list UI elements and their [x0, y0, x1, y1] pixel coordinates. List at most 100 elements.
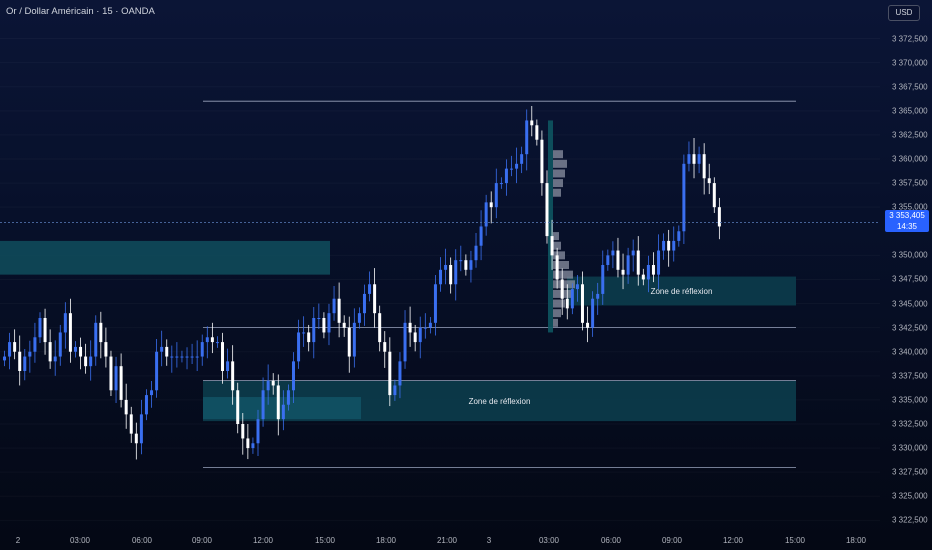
- candle-body: [540, 139, 544, 184]
- time-tick-label: 12:00: [252, 536, 274, 545]
- candle-body: [58, 332, 62, 357]
- candle-body: [494, 183, 498, 208]
- candle-body: [79, 346, 83, 357]
- candle-body: [89, 356, 93, 367]
- price-tick-label: 3 365,000: [892, 106, 928, 116]
- candle-body: [439, 269, 443, 285]
- time-tick-label: 15:00: [784, 536, 806, 545]
- candle-body: [489, 202, 493, 208]
- candle-body: [697, 154, 701, 164]
- candle-body: [646, 265, 650, 280]
- currency-selector[interactable]: USD: [888, 5, 920, 21]
- candle-body: [291, 361, 295, 391]
- candle-body: [575, 284, 579, 290]
- candle-body: [560, 279, 564, 299]
- candle-body: [160, 346, 164, 352]
- candle-body: [520, 154, 524, 164]
- zone-label: Zone de réflexion: [651, 287, 713, 296]
- candle-body: [449, 265, 453, 285]
- price-tick-label: 3 357,500: [892, 178, 928, 188]
- candle-body: [185, 356, 189, 358]
- candlestick-chart[interactable]: Zone de réflexion Zone de réflexion: [0, 0, 880, 530]
- candle-body: [712, 183, 716, 208]
- price-tick-label: 3 347,500: [892, 274, 928, 284]
- candle-body: [8, 342, 12, 357]
- candle-body: [657, 250, 661, 275]
- price-axis[interactable]: 3 372,500 3 370,000 3 367,500 3 365,000 3 36…: [880, 0, 932, 530]
- candle-body: [550, 236, 554, 256]
- symbol-title[interactable]: Or / Dollar Américain · 15 · OANDA: [6, 6, 155, 17]
- candles: [3, 106, 721, 460]
- candle-body: [418, 327, 422, 343]
- current-price-tag: 3 353,405 14:35: [885, 210, 929, 232]
- candle-body: [190, 356, 194, 358]
- candle-body: [428, 322, 432, 328]
- candle-body: [281, 404, 285, 420]
- profile-bar: [553, 188, 561, 197]
- candle-body: [205, 337, 209, 343]
- candle-body: [327, 313, 331, 333]
- candle-body: [200, 342, 204, 357]
- time-tick-label: 18:00: [375, 536, 397, 545]
- candle-body: [707, 178, 711, 184]
- candle-body: [210, 337, 214, 343]
- price-tick-label: 3 367,500: [892, 82, 928, 92]
- candle-body: [504, 168, 508, 184]
- time-tick-label: 12:00: [722, 536, 744, 545]
- profile-bar: [553, 150, 563, 159]
- candle-body: [479, 226, 483, 246]
- candle-body: [586, 322, 590, 328]
- profile-bar: [553, 261, 569, 269]
- candle-body: [94, 322, 98, 357]
- candle-body: [3, 356, 6, 361]
- volume-profile: [548, 120, 575, 333]
- price-tick-label: 3 332,500: [892, 419, 928, 429]
- candle-body: [150, 390, 154, 396]
- candle-body: [606, 255, 610, 265]
- candle-body: [155, 351, 159, 391]
- candle-body: [307, 332, 311, 343]
- candle-body: [43, 318, 47, 343]
- chart-area[interactable]: Zone de réflexion Zone de réflexion: [0, 0, 880, 530]
- candle-body: [616, 250, 620, 270]
- candle-body: [525, 120, 529, 155]
- price-tick-label: 3 340,000: [892, 347, 928, 357]
- candle-body: [362, 293, 366, 314]
- price-tick-label: 3 355,000: [892, 202, 928, 212]
- candle-body: [474, 245, 478, 261]
- current-price-value: 3 353,405: [889, 211, 925, 220]
- time-axis[interactable]: 2 03:00 06:00 09:00 12:00 15:00 18:00 21:00 3 03:…: [0, 530, 932, 550]
- profile-bar: [553, 241, 561, 250]
- candle-body: [368, 284, 372, 294]
- profile-bar: [553, 159, 567, 168]
- candle-body: [119, 366, 123, 400]
- candle-body: [626, 255, 630, 275]
- candle-body: [251, 443, 255, 449]
- profile-bar: [553, 309, 561, 318]
- candle-body: [312, 318, 316, 343]
- candle-body: [641, 274, 645, 280]
- profile-bar: [553, 318, 558, 327]
- candle-body: [271, 380, 275, 386]
- candle-body: [180, 356, 184, 358]
- candle-body: [662, 240, 666, 251]
- candle-body: [570, 289, 574, 309]
- time-tick-label: 3: [486, 536, 492, 545]
- candle-body: [139, 414, 143, 444]
- candle-body: [499, 183, 503, 185]
- price-tick-label: 3 372,500: [892, 34, 928, 44]
- candle-body: [464, 260, 468, 270]
- candle-body: [68, 313, 72, 352]
- profile-bar: [553, 270, 573, 279]
- candle-body: [687, 154, 691, 164]
- candle-body: [651, 265, 655, 275]
- price-tick-label: 3 335,000: [892, 395, 928, 405]
- candle-body: [342, 322, 346, 328]
- candle-body: [231, 361, 235, 391]
- candle-body: [347, 327, 351, 357]
- candle-body: [84, 356, 88, 367]
- candle-body: [297, 332, 301, 362]
- candle-body: [398, 361, 402, 386]
- candle-body: [221, 342, 225, 371]
- candle-body: [337, 298, 341, 323]
